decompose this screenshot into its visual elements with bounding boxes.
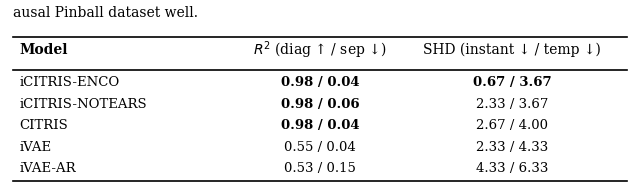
Text: Model: Model — [19, 43, 68, 57]
Text: 0.53 / 0.15: 0.53 / 0.15 — [284, 162, 356, 175]
Text: 4.33 / 6.33: 4.33 / 6.33 — [476, 162, 548, 175]
Text: iCITRIS-NOTEARS: iCITRIS-NOTEARS — [19, 98, 147, 111]
Text: ausal Pinball dataset well.: ausal Pinball dataset well. — [13, 6, 198, 20]
Text: SHD (instant ↓ / temp ↓): SHD (instant ↓ / temp ↓) — [423, 43, 601, 57]
Text: 2.33 / 4.33: 2.33 / 4.33 — [476, 141, 548, 154]
Text: 0.98 / 0.04: 0.98 / 0.04 — [281, 119, 359, 132]
Text: 0.98 / 0.06: 0.98 / 0.06 — [281, 98, 359, 111]
Text: CITRIS: CITRIS — [19, 119, 68, 132]
Text: $R^2$ (diag ↑ / sep ↓): $R^2$ (diag ↑ / sep ↓) — [253, 39, 387, 61]
Text: 0.55 / 0.04: 0.55 / 0.04 — [284, 141, 356, 154]
Text: 2.33 / 3.67: 2.33 / 3.67 — [476, 98, 548, 111]
Text: iVAE: iVAE — [19, 141, 51, 154]
Text: 2.67 / 4.00: 2.67 / 4.00 — [476, 119, 548, 132]
Text: iVAE-AR: iVAE-AR — [19, 162, 76, 175]
Text: iCITRIS-ENCO: iCITRIS-ENCO — [19, 76, 120, 89]
Text: 0.98 / 0.04: 0.98 / 0.04 — [281, 76, 359, 89]
Text: 0.67 / 3.67: 0.67 / 3.67 — [473, 76, 551, 89]
